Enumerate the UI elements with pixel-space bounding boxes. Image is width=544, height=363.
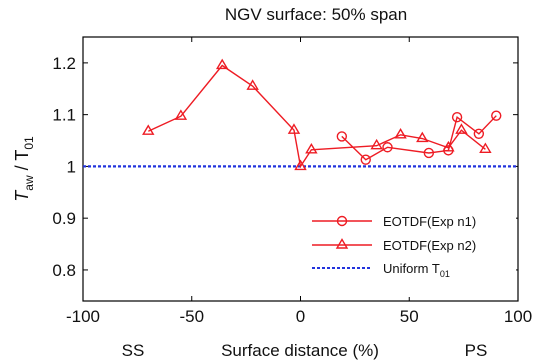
data-point-circle bbox=[451, 112, 463, 123]
x-tick-label: 50 bbox=[400, 307, 419, 326]
data-point-circle bbox=[491, 110, 502, 121]
x-tick-label: -50 bbox=[179, 307, 204, 326]
data-point-triangle bbox=[479, 142, 492, 154]
series-layer bbox=[142, 58, 502, 171]
data-point-triangle bbox=[294, 159, 307, 171]
data-point-triangle bbox=[142, 124, 155, 135]
x-tick-label: 0 bbox=[296, 307, 305, 326]
data-point-triangle bbox=[416, 131, 429, 143]
data-point-triangle bbox=[287, 123, 301, 134]
x-axis-label: Surface distance (%) bbox=[221, 341, 379, 360]
y-tick-label: 1.2 bbox=[52, 54, 76, 73]
data-point-triangle bbox=[305, 142, 318, 154]
y-tick-label: 1 bbox=[67, 157, 76, 176]
y-axis-label: Taw / T01 bbox=[12, 136, 36, 202]
y-tick-label: 1.1 bbox=[52, 106, 76, 125]
data-point-triangle bbox=[394, 127, 407, 139]
data-point-triangle bbox=[370, 138, 383, 150]
data-point-circle bbox=[423, 147, 435, 159]
data-point-triangle bbox=[174, 109, 188, 120]
legend-label-uniform: Uniform T01 bbox=[383, 261, 450, 279]
x-tick-label: -100 bbox=[66, 307, 100, 326]
data-point-triangle bbox=[455, 123, 468, 134]
x-axis-label-right: PS bbox=[465, 341, 488, 360]
legend-label-n2: EOTDF(Exp n2) bbox=[383, 238, 476, 253]
data-point-triangle bbox=[246, 79, 259, 90]
data-point-triangle bbox=[215, 58, 229, 70]
x-tick-label: 100 bbox=[504, 307, 532, 326]
data-point-circle bbox=[336, 131, 348, 142]
legend: EOTDF(Exp n1) EOTDF(Exp n2) Uniform T01 bbox=[303, 205, 516, 297]
legend-marker-n1 bbox=[336, 215, 348, 227]
x-axis-label-left: SS bbox=[122, 341, 145, 360]
data-point-triangle bbox=[442, 140, 455, 152]
legend-marker-n2 bbox=[335, 238, 349, 249]
data-point-circle bbox=[382, 142, 393, 153]
y-tick-label: 0.9 bbox=[52, 209, 76, 228]
y-tick-label: 0.8 bbox=[52, 261, 76, 280]
data-point-circle bbox=[473, 128, 485, 140]
legend-label-n1: EOTDF(Exp n1) bbox=[383, 214, 476, 229]
chart-title: NGV surface: 50% span bbox=[225, 5, 407, 24]
series-line-2 bbox=[148, 64, 486, 169]
data-point-circle bbox=[360, 154, 371, 165]
